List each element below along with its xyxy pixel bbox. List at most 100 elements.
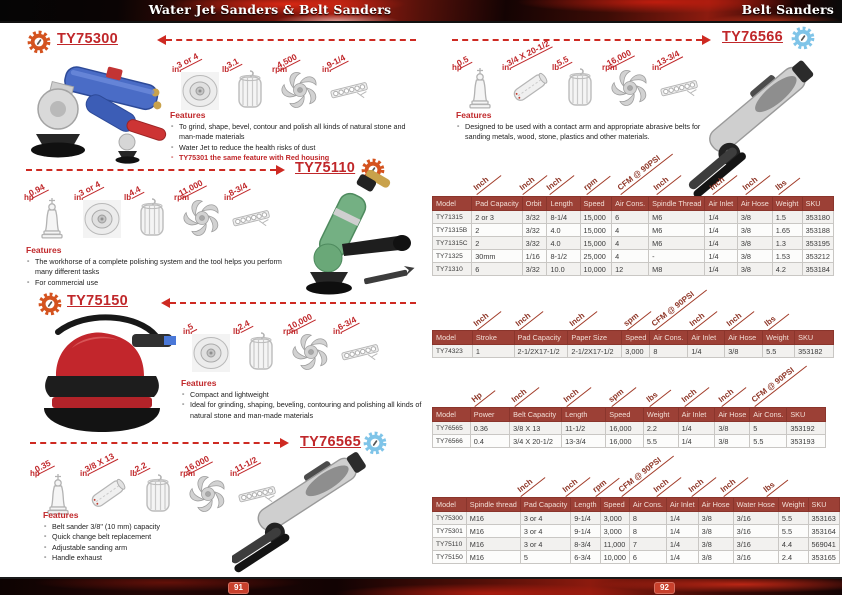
table-cell: M16: [465, 537, 521, 551]
table-cell: 3/16: [732, 524, 779, 538]
product-title: TY76566: [722, 29, 783, 45]
column-header: Air Hose: [697, 497, 734, 512]
table-cell: 3/8: [736, 236, 773, 250]
column-header: Speed: [605, 407, 644, 422]
product-title: TY76565: [300, 434, 361, 450]
table-cell: 3/8: [724, 344, 764, 358]
features-block: Features Compact and lightweightIdeal fo…: [181, 378, 423, 421]
table-cell: 3/16: [732, 550, 779, 564]
table-cell: 11-1/2: [561, 421, 607, 435]
feature-item: Designed to be used with a contact arm a…: [456, 121, 718, 143]
table-cell: 3/8: [736, 210, 773, 224]
spec-unit: in.: [74, 193, 84, 202]
features-block: Features To grind, shape, bevel, contour…: [170, 110, 422, 164]
table-cell: 3/8: [714, 421, 751, 435]
feature-item: The workhorse of a complete polishing sy…: [26, 256, 288, 278]
table-cell: 12: [611, 262, 650, 276]
table-cell: 3/8: [697, 511, 734, 525]
weight-icon: [137, 472, 179, 516]
unit-label: Inch: [650, 468, 682, 497]
table-cell: M16: [465, 550, 521, 564]
green-sander-image: [306, 170, 415, 295]
rail-icon: [231, 196, 273, 240]
column-header: Air Inlet: [677, 407, 716, 422]
column-header: Speed: [599, 497, 630, 512]
spec-unit: in.: [224, 193, 234, 202]
impeller-icon: [609, 66, 651, 110]
column-header: Model: [431, 196, 473, 211]
table-cell: 1.53: [771, 249, 803, 263]
spec-value: 3/4 X 20-1/2: [505, 37, 554, 69]
unit-label: Inch: [678, 378, 710, 407]
unit-label: spm: [605, 378, 637, 407]
column-header: Speed: [621, 330, 651, 345]
pad-icon: [190, 330, 232, 374]
impeller-icon: [279, 68, 321, 112]
spec-row: 0.94 hp 3 or 4 in. 4.4 lb 11,000 rpm 8-3/4 in.: [24, 172, 270, 242]
dashed-arrow: [161, 298, 416, 308]
feature-item: For commercial use: [26, 277, 288, 288]
spec-unit: in.: [80, 469, 90, 478]
table-row: TY74323 1 2-1/2X17-1/2 2-1/2X17-1/2 3,000 8 1/…: [432, 344, 834, 358]
table-cell: 10,000: [599, 550, 630, 564]
table-cell: 4: [611, 236, 650, 250]
table-cell: 1/4: [665, 511, 699, 525]
spec-item: 5.5 lb: [552, 42, 602, 112]
unit-label: Inch: [470, 166, 502, 195]
table-cell: 3 or 4: [519, 524, 572, 538]
spec-unit: lb: [222, 65, 230, 74]
column-header: Air Hose: [736, 196, 773, 211]
table-cell: 3 or 4: [519, 537, 572, 551]
table-row: TY75301 M16 3 or 4 9-1/4 3,000 8 1/4 3/8 3/16 5.5…: [432, 524, 840, 538]
table-cell: 30mm: [471, 249, 523, 263]
unit-label: Inch: [514, 468, 546, 497]
feature-item: Belt sander 3/8" (10 mm) capacity: [43, 521, 255, 532]
table-cell: 3/8: [736, 223, 773, 237]
rail-icon: [237, 472, 279, 516]
feature-item: Adjustable sanding arm: [43, 542, 255, 553]
rail-icon: [340, 330, 382, 374]
spec-row: 0.5 hp 3/4 X 20-1/2 in. 5.5 lb 16,000 rpm 13-3/4…: [452, 37, 702, 112]
table-cell: 353164: [807, 524, 840, 538]
unit-label: Inch: [723, 302, 755, 331]
unit-label: lbs: [772, 169, 800, 195]
chess-icon: [37, 472, 79, 516]
dashed-arrow: [452, 35, 711, 45]
spec-item: 3.1 lb: [222, 44, 272, 114]
unit-label: Inch: [739, 166, 771, 195]
table-cell: 2.4: [777, 550, 809, 564]
features-title: Features: [456, 110, 492, 120]
unit-label: Inch: [715, 378, 747, 407]
table-cell: TY71315B: [431, 223, 473, 237]
table-row: TY75150 M16 5 6-3/4 10,000 6 1/4 3/8 3/16 2.4 3531…: [432, 550, 840, 564]
column-header: Length: [546, 196, 581, 211]
table-cell: 3,000: [599, 511, 630, 525]
spec-unit: hp: [24, 193, 34, 202]
table-cell: 1/4: [665, 524, 699, 538]
table-cell: 1/16: [521, 249, 548, 263]
table-row: TY75110 M16 3 or 4 8-3/4 11,000 7 1/4 3/8 3/16 4.…: [432, 537, 840, 551]
unit-label: Inch: [559, 468, 591, 497]
table-cell: 353184: [801, 262, 835, 276]
column-header: Orbit: [521, 196, 548, 211]
table-cell: 6: [471, 262, 523, 276]
column-header: Length: [561, 407, 607, 422]
table-cell: 8-3/4: [570, 537, 601, 551]
table-cell: 2-1/2X17-1/2: [513, 344, 569, 358]
spec-item: 0.5 hp: [452, 42, 502, 112]
table-cell: M6: [648, 236, 706, 250]
column-header: Stroke: [471, 330, 515, 345]
table-cell: 353195: [801, 236, 835, 250]
spec-row: 0.35 hp 3/8 X 13 in. 2.2 lb 16,000 rpm 11-1/2 in.: [30, 448, 276, 518]
chess-icon: [459, 66, 501, 110]
impeller-icon: [181, 196, 223, 240]
weight-icon: [240, 330, 282, 374]
spec-unit: rpm: [180, 469, 196, 478]
column-header: Power: [469, 407, 511, 422]
table-cell: 0.4: [469, 434, 511, 448]
column-header: Pad Capacity: [471, 196, 523, 211]
feature-item: TY75301 the same feature with Red housin…: [170, 152, 422, 163]
column-header: Speed: [579, 196, 613, 211]
column-header: Air Inlet: [665, 497, 699, 512]
table-cell: 1/4: [665, 550, 699, 564]
